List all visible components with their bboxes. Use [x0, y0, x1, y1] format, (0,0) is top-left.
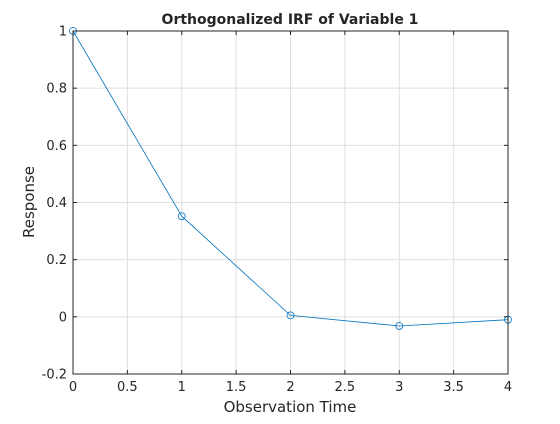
x-tick-label: 1.5: [226, 380, 247, 395]
x-axis-title: Observation Time: [224, 398, 357, 416]
y-tick-label: 0.2: [46, 253, 67, 268]
x-tick-label: 3: [395, 380, 403, 395]
y-tick-label: 0: [59, 310, 67, 325]
series-line: [72, 30, 509, 327]
data-point: [286, 311, 295, 320]
y-tick-label: 1: [59, 25, 67, 40]
data-point: [177, 212, 186, 221]
x-tick-label: 3.5: [443, 380, 464, 395]
y-tick-label: -0.2: [42, 368, 67, 383]
y-axis-title: Response: [20, 166, 38, 238]
x-tick-label: 2: [286, 380, 294, 395]
data-point: [395, 322, 404, 330]
ticks: 0 0.5 1 1.5 2 2.5 3 3.5 4-0.200.20.40.60.81: [42, 25, 513, 396]
chart-title: Orthogonalized IRF of Variable 1: [162, 12, 419, 28]
x-tick-label: 2.5: [335, 380, 356, 395]
x-tick-label: 0: [69, 380, 77, 395]
y-tick-label: 0.4: [46, 196, 67, 211]
x-tick-label: 1: [178, 380, 186, 395]
x-tick-label: 4: [504, 380, 512, 395]
x-tick-label: 0.5: [117, 380, 138, 395]
y-tick-label: 0.8: [46, 82, 67, 97]
y-tick-label: 0.6: [46, 139, 67, 154]
